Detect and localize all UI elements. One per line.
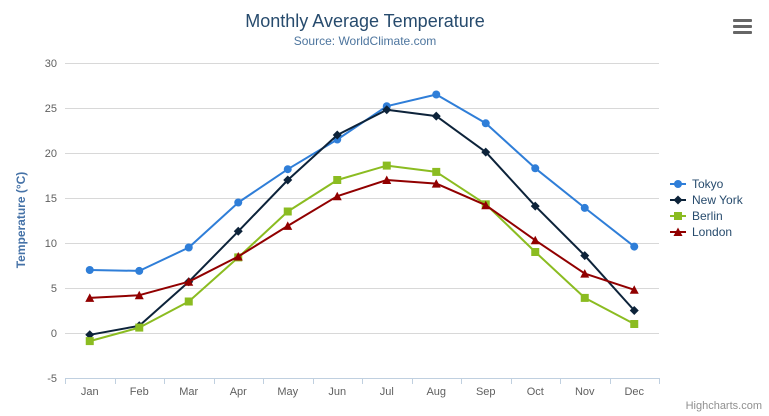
y-axis-label: 30 [45, 58, 57, 70]
series-new-york [85, 105, 639, 340]
series-marker-tokyo[interactable] [184, 243, 193, 252]
series-marker-berlin[interactable] [580, 293, 589, 302]
x-axis-label: May [277, 386, 298, 398]
series-marker-tokyo[interactable] [283, 165, 292, 174]
series-marker-tokyo[interactable] [630, 242, 639, 251]
series-marker-new-york[interactable] [332, 130, 342, 140]
hamburger-icon [733, 31, 752, 34]
series-marker-berlin[interactable] [184, 297, 193, 306]
x-axis-label: Sep [476, 386, 496, 398]
legend-marker-diamond-icon [670, 195, 686, 205]
series-marker-berlin[interactable] [432, 167, 441, 176]
x-axis-label: Oct [527, 386, 544, 398]
series-tokyo [85, 90, 639, 275]
series-marker-new-york[interactable] [283, 175, 293, 185]
legend-item-london[interactable]: London [669, 224, 743, 240]
legend-marker-diamond-icon[interactable] [673, 195, 683, 205]
x-axis-label: Aug [426, 386, 446, 398]
series-london [85, 175, 639, 302]
legend-label: New York [692, 193, 743, 207]
legend: Tokyo New York Berlin London [669, 176, 743, 240]
y-axis-label: 10 [45, 238, 57, 250]
series-marker-new-york[interactable] [530, 201, 540, 211]
x-axis-label: Nov [575, 386, 595, 398]
series-marker-london[interactable] [481, 200, 491, 210]
series-line-new-york[interactable] [88, 108, 636, 336]
series-marker-berlin[interactable] [531, 248, 540, 256]
legend-label: London [692, 225, 733, 239]
y-axis-label: 25 [45, 103, 57, 115]
series-marker-berlin[interactable] [283, 207, 292, 216]
y-axis-label: 0 [51, 328, 57, 340]
legend-item-new-york[interactable]: New York [669, 192, 743, 208]
series-marker-london[interactable] [530, 235, 540, 245]
y-axis-label: 20 [45, 148, 57, 160]
series-marker-london[interactable] [134, 290, 144, 300]
series-marker-berlin[interactable] [135, 323, 144, 332]
series-marker-new-york[interactable] [233, 226, 243, 236]
series-line-london[interactable] [88, 179, 636, 299]
hamburger-icon [733, 19, 752, 22]
legend-marker-triangle-icon[interactable] [673, 227, 683, 237]
legend-marker-triangle-icon [670, 227, 686, 237]
series-marker-london[interactable] [332, 191, 342, 201]
series-marker-new-york[interactable] [481, 147, 491, 157]
legend-item-tokyo[interactable]: Tokyo [669, 176, 743, 192]
series-marker-new-york[interactable] [382, 105, 392, 115]
x-axis-label: Jun [328, 386, 346, 398]
series-marker-london[interactable] [184, 277, 194, 286]
chart-subtitle: Source: WorldClimate.com [293, 34, 437, 48]
legend-marker-square-icon [670, 212, 686, 220]
series-marker-new-york[interactable] [629, 306, 639, 315]
export-menu-button[interactable] [733, 19, 752, 37]
chart-title: Monthly Average Temperature [245, 11, 485, 31]
legend-marker-circle-icon[interactable] [674, 180, 682, 188]
series-marker-berlin[interactable] [333, 176, 342, 184]
series-line-tokyo[interactable] [88, 93, 636, 272]
series-line-berlin[interactable] [88, 164, 636, 343]
series-marker-london[interactable] [233, 252, 243, 261]
y-axis-label: 5 [51, 283, 57, 295]
series-marker-tokyo[interactable] [432, 90, 441, 99]
series-marker-tokyo[interactable] [234, 198, 243, 207]
series-marker-berlin[interactable] [85, 337, 94, 346]
series-marker-london[interactable] [283, 221, 293, 230]
legend-marker-square-icon[interactable] [674, 212, 682, 220]
series-marker-london[interactable] [580, 269, 590, 278]
x-axis-label: Mar [179, 386, 198, 398]
credits-link[interactable]: Highcharts.com [685, 400, 762, 412]
x-axis-label: Apr [230, 386, 247, 398]
series-marker-new-york[interactable] [431, 111, 441, 121]
series-marker-berlin[interactable] [382, 161, 391, 170]
series-marker-london[interactable] [382, 175, 392, 185]
legend-marker-circle-icon [670, 180, 686, 188]
series-marker-berlin[interactable] [630, 320, 639, 328]
series-marker-tokyo[interactable] [481, 119, 490, 128]
series-marker-london[interactable] [629, 285, 639, 294]
x-axis-label: Jul [380, 386, 394, 398]
legend-item-berlin[interactable]: Berlin [669, 208, 743, 224]
series-marker-london[interactable] [85, 293, 95, 302]
series-marker-tokyo[interactable] [531, 164, 540, 173]
legend-label: Berlin [692, 209, 723, 223]
series-marker-new-york[interactable] [85, 330, 95, 340]
x-axis-label: Dec [624, 386, 644, 398]
series-marker-new-york[interactable] [580, 251, 590, 261]
series-marker-tokyo[interactable] [85, 266, 94, 274]
series-marker-tokyo[interactable] [580, 203, 589, 212]
legend-label: Tokyo [692, 177, 724, 191]
y-axis-label: -5 [47, 373, 57, 385]
y-axis-label: 15 [45, 193, 57, 205]
hamburger-icon [733, 25, 752, 28]
series-marker-tokyo[interactable] [135, 266, 144, 275]
x-axis-label: Jan [81, 386, 99, 398]
series-marker-london[interactable] [431, 179, 441, 188]
x-axis-label: Feb [130, 386, 149, 398]
